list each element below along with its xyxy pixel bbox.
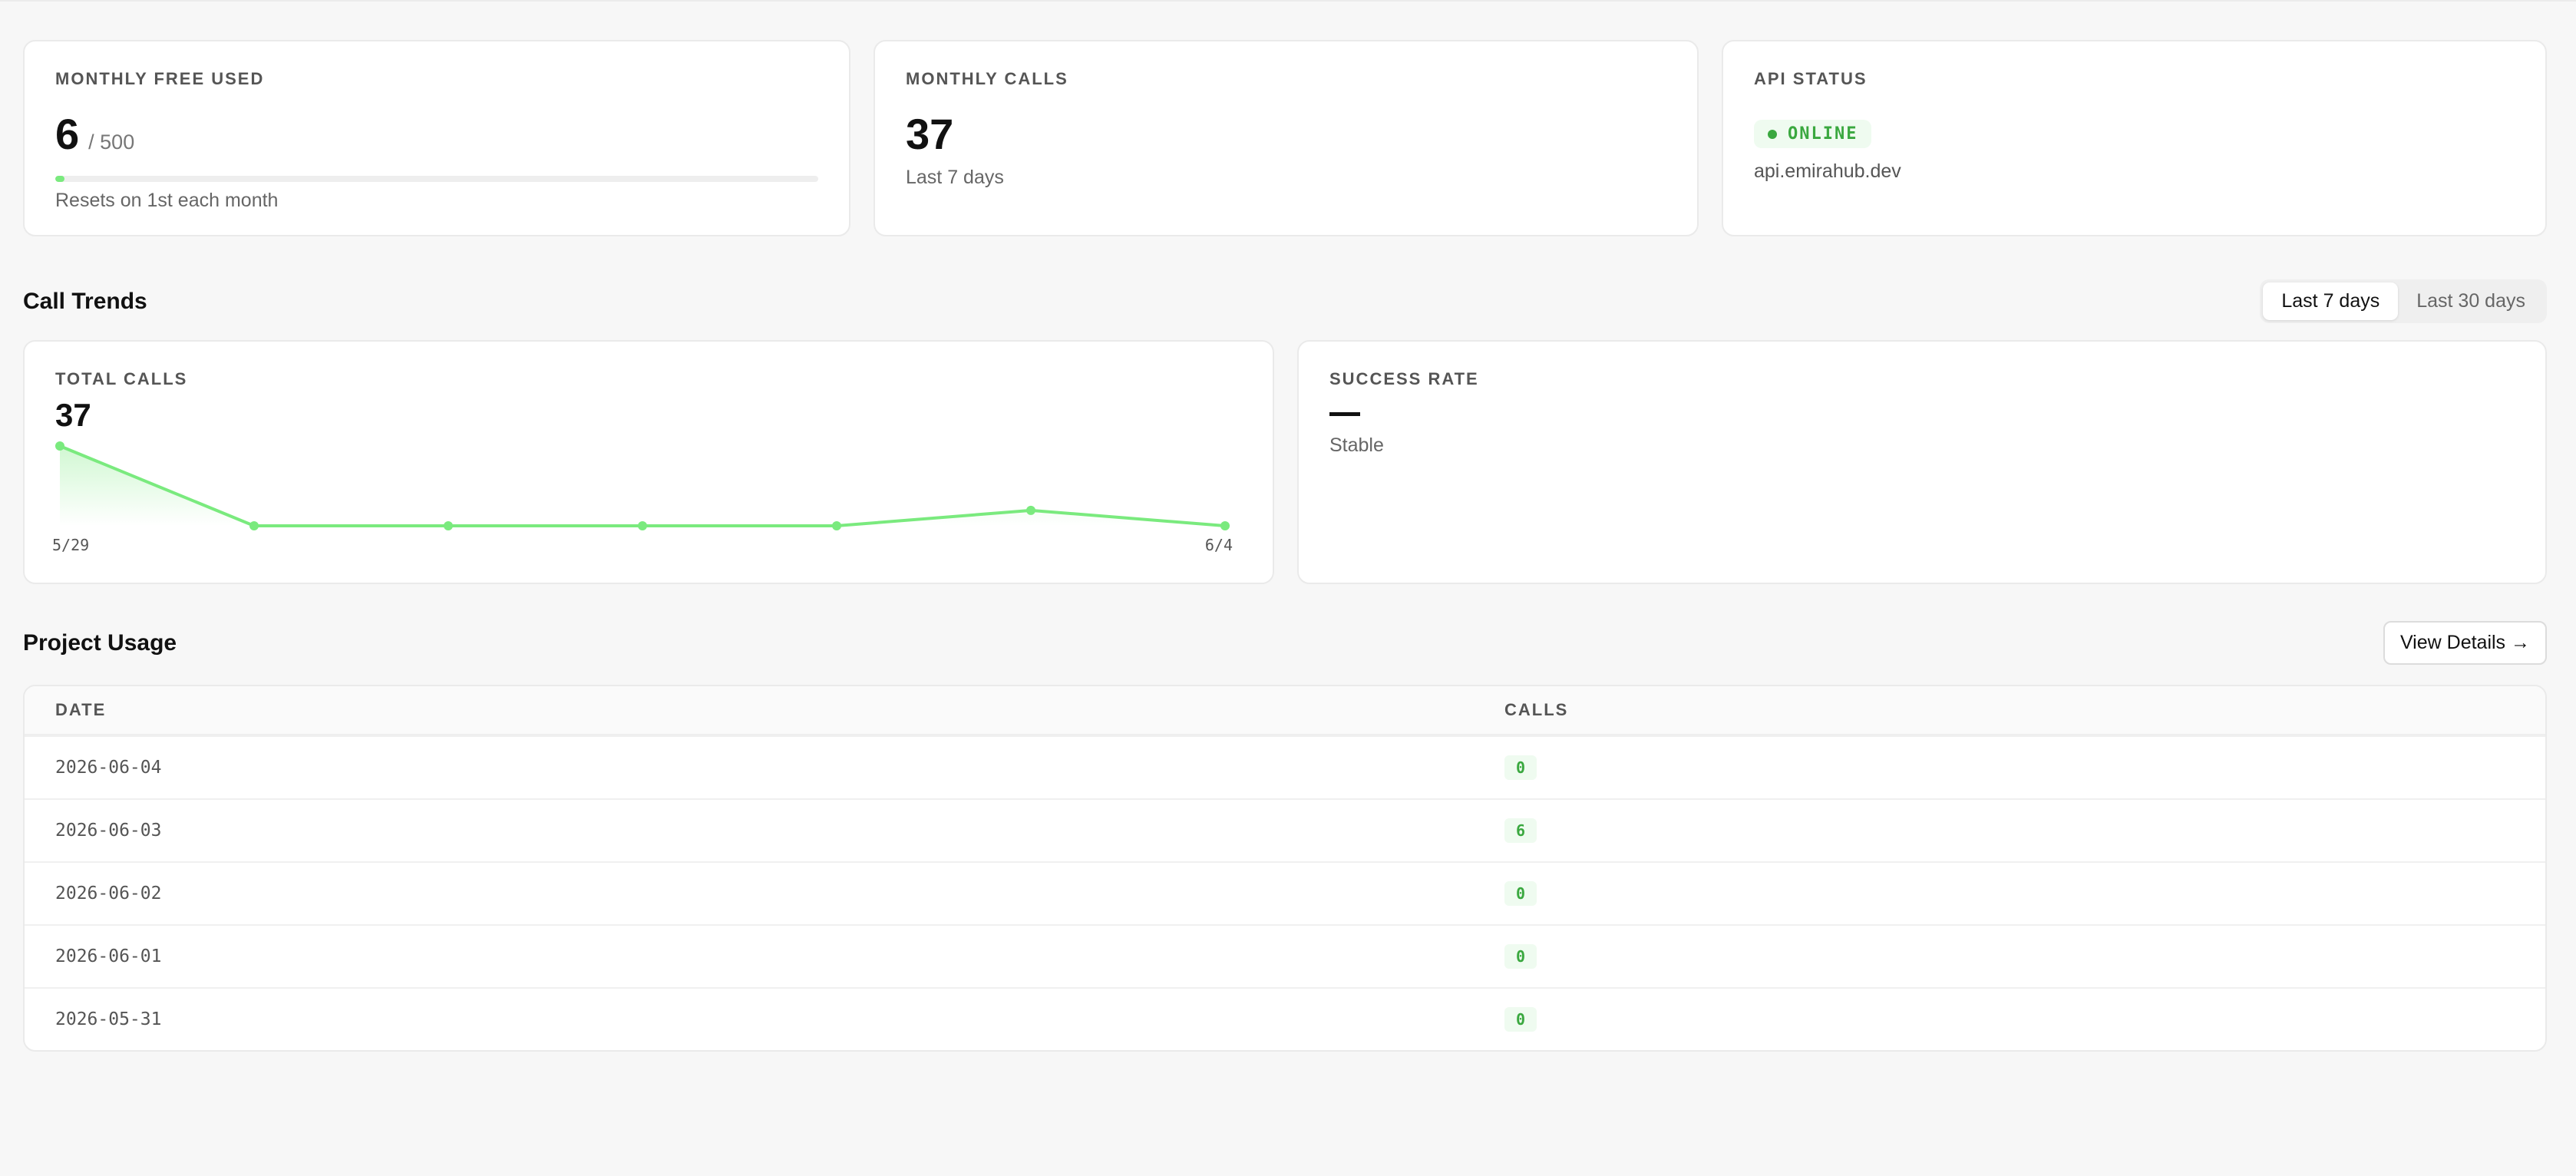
monthly-free-progress (55, 176, 818, 182)
call-trends-title: Call Trends (23, 288, 147, 314)
success-rate-label: SUCCESS RATE (1329, 369, 1479, 388)
row-calls-cell: 0 (1504, 755, 2545, 780)
api-status-card: API STATUS ONLINE api.emirahub.dev (1722, 40, 2547, 236)
top-divider (0, 0, 2576, 2)
data-point-6/2 (832, 521, 841, 530)
stat-cards: MONTHLY FREE USED 6 / 500 Resets on 1st … (23, 40, 2547, 236)
trend-cards: TOTAL CALLS 37 5/29 6/4 SUCCESS RATE Stab… (23, 340, 2547, 584)
data-point-5/31 (444, 521, 453, 530)
row-calls-pill: 0 (1504, 944, 1537, 969)
monthly-free-value: 6 (55, 110, 80, 158)
total-calls-value: 37 (55, 397, 91, 433)
row-date: 2026-05-31 (55, 1009, 162, 1029)
row-date: 2026-06-03 (55, 821, 162, 841)
monthly-free-caption: Resets on 1st each month (55, 190, 279, 211)
date-column-header: DATE (55, 700, 107, 719)
data-point-5/29 (55, 441, 64, 451)
monthly-calls-card: MONTHLY CALLS 37 Last 7 days (874, 40, 1699, 236)
range-30-days-button[interactable]: Last 30 days (2416, 290, 2525, 312)
total-calls-card: TOTAL CALLS 37 5/29 6/4 (23, 340, 1274, 584)
monthly-free-limit: / 500 (88, 130, 135, 154)
calls-column-header: CALLS (1504, 700, 1569, 719)
table-row: 2026-06-02 0 (25, 861, 2545, 924)
api-status-label: API STATUS (1754, 69, 1868, 88)
monthly-calls-caption: Last 7 days (906, 167, 1004, 188)
row-calls-cell: 0 (1504, 944, 2545, 969)
row-calls-cell: 0 (1504, 881, 2545, 906)
status-dot-icon (1768, 129, 1777, 139)
monthly-free-progress-fill (55, 176, 64, 182)
monthly-calls-value: 37 (906, 110, 954, 158)
data-point-6/4 (1220, 521, 1230, 530)
range-7-days-button[interactable]: Last 7 days (2263, 282, 2399, 320)
usage-table: DATE CALLS 2026-06-04 0 2026-06-03 6 2026-06… (23, 685, 2547, 1052)
dashboard: MONTHLY FREE USED 6 / 500 Resets on 1st … (23, 40, 2547, 1052)
data-point-6/1 (638, 521, 647, 530)
row-date: 2026-06-01 (55, 946, 162, 966)
row-calls-pill: 0 (1504, 1007, 1537, 1032)
x-tick-start: 5/29 (52, 536, 89, 554)
row-calls-pill: 0 (1504, 881, 1537, 906)
success-rate-value (1329, 412, 1360, 416)
total-calls-label: TOTAL CALLS (55, 369, 188, 388)
table-row: 2026-06-01 0 (25, 924, 2545, 987)
table-row: 2026-06-04 0 (25, 735, 2545, 798)
monthly-free-label: MONTHLY FREE USED (55, 69, 265, 88)
row-date: 2026-06-04 (55, 758, 162, 778)
range-toggle: Last 7 days Last 30 days (2260, 279, 2547, 323)
calls-area (60, 446, 1225, 526)
project-usage-title: Project Usage (23, 629, 177, 656)
x-tick-end: 6/4 (1205, 536, 1233, 554)
status-badge: ONLINE (1754, 120, 1872, 148)
table-body: 2026-06-04 0 2026-06-03 6 2026-06-02 0 2026-06… (25, 735, 2545, 1050)
status-badge-text: ONLINE (1788, 124, 1858, 144)
total-calls-chart: 5/29 6/4 (52, 441, 1233, 554)
monthly-calls-label: MONTHLY CALLS (906, 69, 1068, 88)
row-calls-cell: 0 (1504, 1007, 2545, 1032)
row-calls-cell: 6 (1504, 818, 2545, 843)
table-header-row: DATE CALLS (25, 686, 2545, 735)
call-trends-header: Call Trends Last 7 days Last 30 days (23, 279, 2547, 323)
table-row: 2026-06-03 6 (25, 798, 2545, 861)
api-host: api.emirahub.dev (1754, 160, 1901, 182)
project-usage-header: Project Usage View Details → (23, 621, 2547, 665)
row-date: 2026-06-02 (55, 884, 162, 903)
monthly-free-card: MONTHLY FREE USED 6 / 500 Resets on 1st … (23, 40, 850, 236)
success-rate-card: SUCCESS RATE Stable (1297, 340, 2547, 584)
row-calls-pill: 6 (1504, 818, 1537, 843)
table-row: 2026-05-31 0 (25, 987, 2545, 1050)
view-details-button[interactable]: View Details → (2383, 621, 2547, 665)
data-point-5/30 (249, 521, 259, 530)
success-rate-caption: Stable (1329, 434, 1384, 456)
data-point-6/3 (1026, 505, 1035, 515)
row-calls-pill: 0 (1504, 755, 1537, 780)
